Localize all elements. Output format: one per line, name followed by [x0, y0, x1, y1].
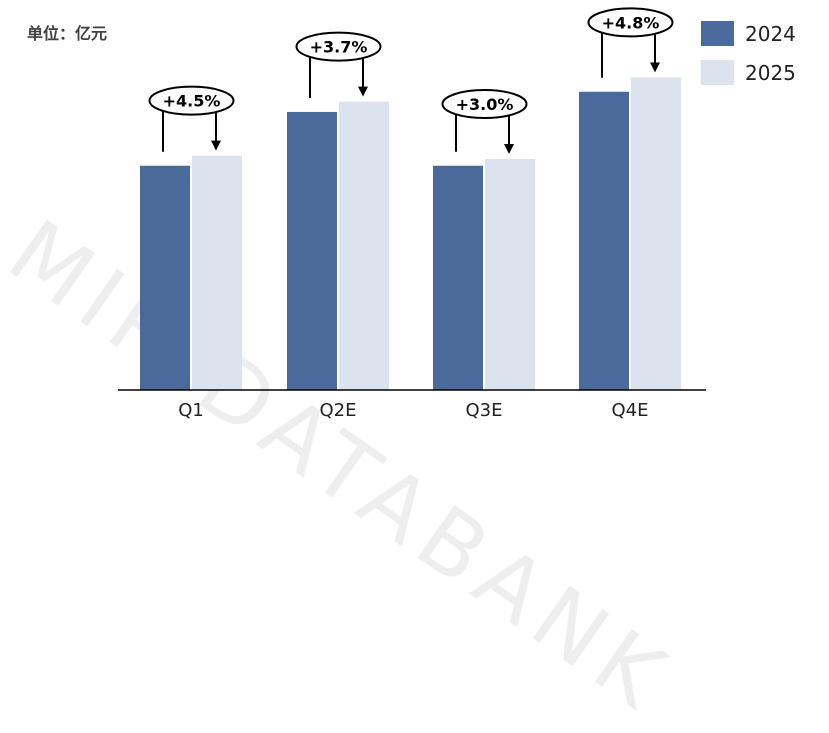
bar-2025-q1 — [192, 155, 242, 390]
legend-item-2025: 2025 — [701, 59, 796, 86]
x-tick-label-q1: Q1 — [178, 400, 204, 421]
legend: 2024 2025 — [701, 20, 796, 98]
legend-label-2025: 2025 — [745, 60, 796, 85]
x-tick-label-q4e: Q4E — [612, 400, 649, 421]
bar-2025-q3e — [485, 159, 535, 390]
x-tick-label-q2e: Q2E — [320, 400, 357, 421]
growth-bubble-q3e — [441, 89, 528, 120]
legend-swatch-2024 — [701, 21, 734, 46]
bar-2024-q3e — [433, 165, 483, 390]
bar-2024-q4e — [579, 91, 629, 391]
x-tick-label-q3e: Q3E — [466, 400, 503, 421]
legend-swatch-2025 — [701, 60, 734, 85]
bar-2024-q2e — [287, 111, 337, 390]
growth-label-q2e: +3.7% — [310, 38, 368, 57]
bar-2025-q4e — [631, 77, 681, 390]
growth-label-q3e: +3.0% — [456, 95, 514, 114]
bar-2024-q1 — [140, 165, 190, 390]
legend-label-2024: 2024 — [745, 21, 796, 46]
growth-bubble-q1 — [148, 85, 235, 116]
unit-label: 单位：亿元 — [27, 24, 108, 43]
growth-label-q1: +4.5% — [163, 92, 221, 111]
growth-bubble-q2e — [295, 31, 382, 62]
legend-item-2024: 2024 — [701, 20, 796, 47]
bar-chart: Q1 +4.5% Q2E +3.7% Q3E +3.0% Q4E +4.8% — [118, 7, 706, 421]
bar-2025-q2e — [339, 101, 389, 391]
growth-label-q4e: +4.8% — [602, 13, 660, 32]
growth-bubble-q4e — [587, 7, 674, 38]
